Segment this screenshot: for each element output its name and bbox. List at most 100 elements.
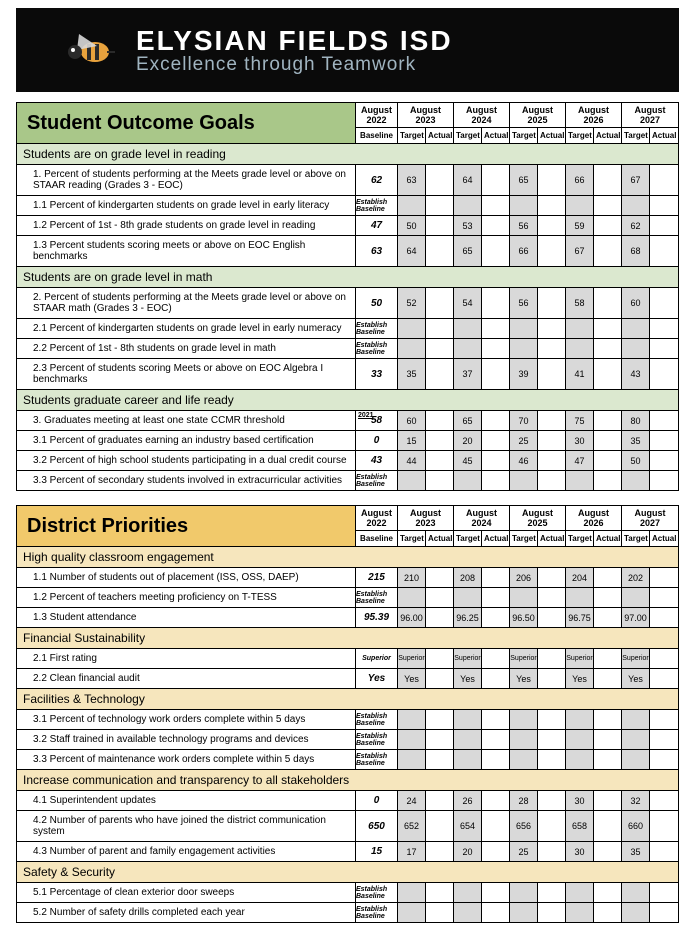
actual-cell xyxy=(482,842,510,861)
target-cell: 43 xyxy=(622,359,650,389)
row-label: 1.2 Percent of 1st - 8th grade students … xyxy=(17,216,356,235)
actual-cell xyxy=(426,669,454,688)
target-cell: 41 xyxy=(566,359,594,389)
row-label: 3. Graduates meeting at least one state … xyxy=(17,411,356,430)
actual-cell xyxy=(426,216,454,235)
section-block: District PrioritiesAugust2022BaselineAug… xyxy=(16,505,679,923)
year-label: August2024 xyxy=(454,103,509,128)
actual-label: Actual xyxy=(594,531,622,546)
data-row: 1.2 Percent of 1st - 8th grade students … xyxy=(17,215,678,235)
actual-cell xyxy=(482,608,510,627)
year-label: August2022 xyxy=(356,103,397,128)
baseline-cell: Superior xyxy=(356,649,398,668)
year-label: August2026 xyxy=(566,103,621,128)
target-cell: 26 xyxy=(454,791,482,810)
actual-cell xyxy=(594,811,622,841)
target-cell: 96.50 xyxy=(510,608,538,627)
target-cell: 30 xyxy=(566,791,594,810)
actual-cell xyxy=(538,883,566,902)
target-label: Target xyxy=(510,531,538,546)
group-subtitle: Financial Sustainability xyxy=(17,627,678,648)
target-cell xyxy=(398,319,426,338)
data-row: 2.1 First ratingSuperiorSuperiorSuperior… xyxy=(17,648,678,668)
actual-cell xyxy=(482,791,510,810)
actual-cell xyxy=(426,588,454,607)
actual-cell xyxy=(426,339,454,358)
target-cell: 25 xyxy=(510,842,538,861)
baseline-cell: 33 xyxy=(356,359,398,389)
actual-cell xyxy=(594,842,622,861)
target-cell xyxy=(622,196,650,215)
row-label: 3.2 Percent of high school students part… xyxy=(17,451,356,470)
row-label: 3.1 Percent of graduates earning an indu… xyxy=(17,431,356,450)
data-row: 1.1 Number of students out of placement … xyxy=(17,567,678,587)
target-cell xyxy=(566,471,594,490)
baseline-cell: 95.39 xyxy=(356,608,398,627)
data-row: 3.2 Staff trained in available technolog… xyxy=(17,729,678,749)
actual-cell xyxy=(538,451,566,470)
data-row: 5.1 Percentage of clean exterior door sw… xyxy=(17,882,678,902)
actual-cell xyxy=(482,471,510,490)
actual-cell xyxy=(426,236,454,266)
banner-text: ELYSIAN FIELDS ISD Excellence through Te… xyxy=(136,25,453,76)
actual-cell xyxy=(650,359,678,389)
target-cell: Yes xyxy=(622,669,650,688)
target-cell: 20 xyxy=(454,842,482,861)
target-cell: 45 xyxy=(454,451,482,470)
actual-cell xyxy=(426,842,454,861)
group-subtitle: Students are on grade level in math xyxy=(17,266,678,287)
target-cell xyxy=(454,196,482,215)
actual-cell xyxy=(538,669,566,688)
year-label: August2027 xyxy=(622,103,678,128)
target-cell xyxy=(454,710,482,729)
target-cell xyxy=(566,883,594,902)
actual-cell xyxy=(650,236,678,266)
target-cell xyxy=(510,750,538,769)
actual-cell xyxy=(650,588,678,607)
actual-cell xyxy=(426,730,454,749)
target-cell: 204 xyxy=(566,568,594,587)
row-label: 3.1 Percent of technology work orders co… xyxy=(17,710,356,729)
actual-cell xyxy=(482,811,510,841)
target-cell xyxy=(454,339,482,358)
section-header-row: District PrioritiesAugust2022BaselineAug… xyxy=(17,506,678,546)
target-cell xyxy=(398,730,426,749)
actual-cell xyxy=(538,730,566,749)
target-cell: 66 xyxy=(566,165,594,195)
target-cell: Yes xyxy=(566,669,594,688)
baseline-cell: Yes xyxy=(356,669,398,688)
actual-label: Actual xyxy=(482,128,510,143)
row-label: 1. Percent of students performing at the… xyxy=(17,165,356,195)
data-row: 3.1 Percent of technology work orders co… xyxy=(17,709,678,729)
actual-cell xyxy=(650,903,678,922)
actual-cell xyxy=(594,710,622,729)
target-cell: 58 xyxy=(566,288,594,318)
data-row: 2. Percent of students performing at the… xyxy=(17,287,678,318)
row-label: 3.3 Percent of secondary students involv… xyxy=(17,471,356,490)
target-cell: 28 xyxy=(510,791,538,810)
target-cell xyxy=(510,730,538,749)
target-cell xyxy=(510,710,538,729)
target-cell: 50 xyxy=(622,451,650,470)
target-cell: 64 xyxy=(398,236,426,266)
target-cell: Superior xyxy=(622,649,650,668)
actual-cell xyxy=(426,471,454,490)
actual-cell xyxy=(650,750,678,769)
target-cell xyxy=(398,883,426,902)
group-subtitle: Increase communication and transparency … xyxy=(17,769,678,790)
row-label: 3.3 Percent of maintenance work orders c… xyxy=(17,750,356,769)
group-subtitle: Students are on grade level in reading xyxy=(17,143,678,164)
target-cell xyxy=(566,339,594,358)
actual-cell xyxy=(650,842,678,861)
target-cell: 35 xyxy=(398,359,426,389)
actual-cell xyxy=(538,710,566,729)
actual-cell xyxy=(482,431,510,450)
actual-cell xyxy=(594,669,622,688)
baseline-cell: 62 xyxy=(356,165,398,195)
actual-cell xyxy=(482,216,510,235)
target-cell xyxy=(622,750,650,769)
target-cell: 52 xyxy=(398,288,426,318)
row-label: 2.2 Clean financial audit xyxy=(17,669,356,688)
year-header: August2022BaselineAugust2023TargetActual… xyxy=(356,103,678,143)
group-subtitle: Facilities & Technology xyxy=(17,688,678,709)
